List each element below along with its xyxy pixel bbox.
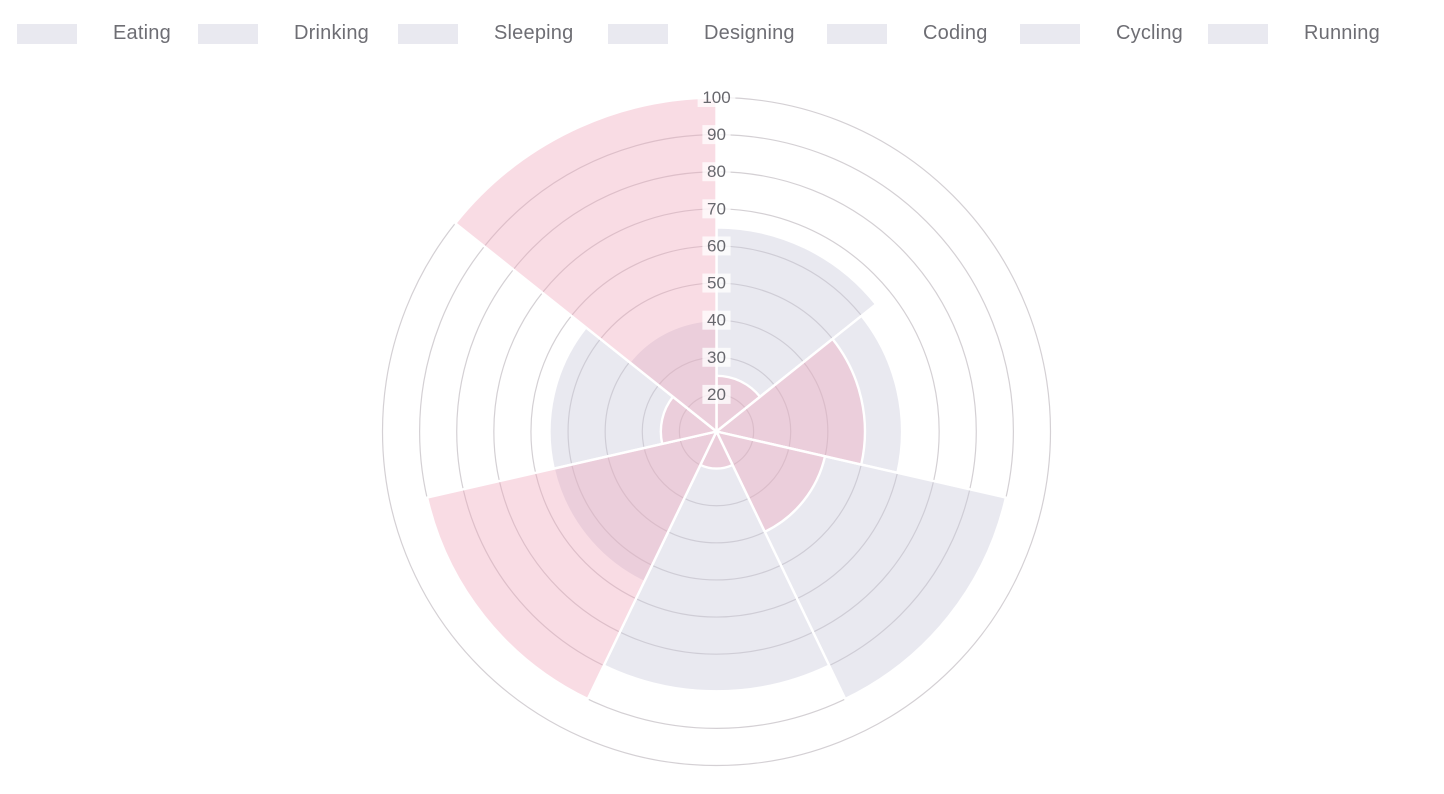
slice-gray-coding[interactable] [552,430,718,584]
legend-swatch-running [1208,23,1268,44]
legend-item-running[interactable]: Running [1208,22,1380,45]
legend-swatch-designing [608,23,668,44]
legend-label-designing: Designing [704,22,795,44]
legend-item-sleeping[interactable]: Sleeping [398,22,573,45]
tick-label-40: 40 [707,311,726,330]
legend-item-designing[interactable]: Designing [608,22,795,45]
legend-swatch-eating [17,23,77,44]
legend-label-eating: Eating [113,22,171,44]
tick-label-100: 100 [702,88,730,107]
slice-pink-sleeping[interactable] [715,430,827,534]
tick-label-90: 90 [707,125,726,144]
legend-swatch-cycling [1020,23,1080,44]
tick-label-70: 70 [707,199,726,218]
chart-legend: Eating Drinking Sleeping Designing Codin… [0,0,1444,60]
legend-item-drinking[interactable]: Drinking [198,22,369,45]
tick-label-60: 60 [707,236,726,255]
legend-item-cycling[interactable]: Cycling [1020,22,1183,45]
slice-gray-cycling[interactable] [548,326,718,470]
legend-swatch-drinking [198,23,258,44]
legend-label-running: Running [1304,22,1380,44]
tick-label-30: 30 [707,348,726,367]
tick-backdrop-100 [697,88,736,107]
tick-backdrop-40 [702,310,731,330]
tick-backdrop-70 [702,199,731,219]
legend-item-coding[interactable]: Coding [827,22,988,45]
slice-pink-drinking[interactable] [715,337,867,466]
tick-label-20: 20 [707,385,726,404]
slice-gray-drinking[interactable] [715,314,904,474]
slice-gray-designing[interactable] [602,430,831,693]
legend-label-drinking: Drinking [294,22,369,44]
legend-label-cycling: Cycling [1116,22,1183,44]
slice-gray-eating[interactable] [715,226,878,433]
legend-label-sleeping: Sleeping [494,22,574,44]
slice-gray-sleeping[interactable] [715,430,1008,701]
tick-label-50: 50 [707,274,726,293]
tick-backdrop-50 [702,273,731,293]
legend-item-eating[interactable]: Eating [17,22,171,45]
legend-swatch-sleeping [398,23,458,44]
tick-backdrop-60 [702,236,731,256]
legend-label-coding: Coding [923,22,988,44]
legend-swatch-coding [827,23,887,44]
tick-backdrop-90 [702,125,731,145]
tick-backdrop-80 [702,162,731,182]
slice-pink-coding[interactable] [425,430,718,701]
tick-backdrop-30 [702,347,731,367]
slice-pink-running[interactable] [454,96,718,433]
tick-label-80: 80 [707,162,726,181]
tick-backdrop-20 [702,384,731,404]
